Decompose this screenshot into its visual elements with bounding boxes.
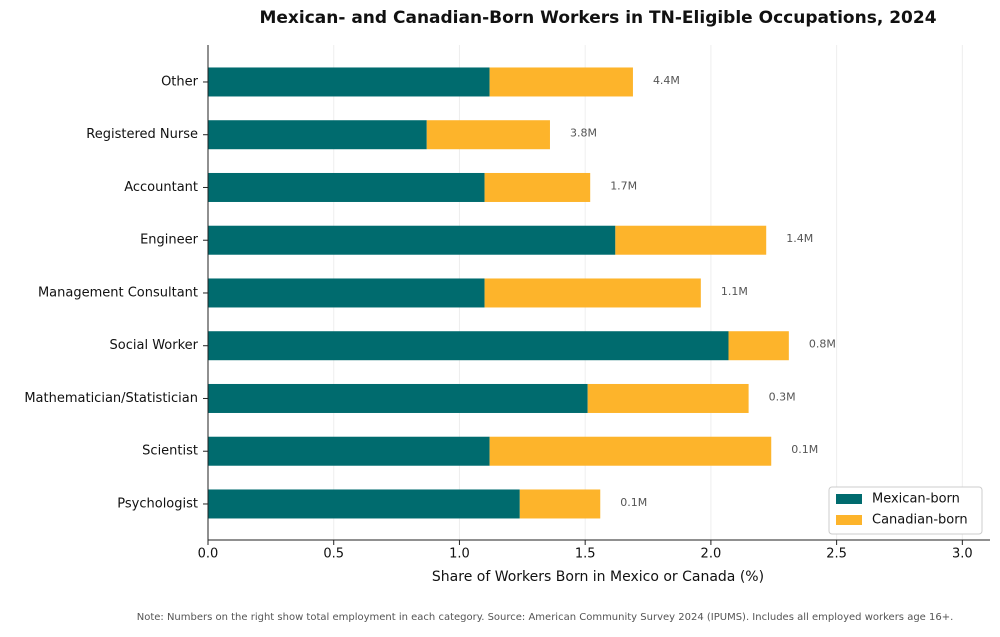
bar-segment: [208, 172, 485, 202]
bar-segment: [519, 489, 601, 519]
legend-label: Canadian-born: [872, 513, 968, 528]
legend-box: [828, 486, 983, 535]
x-tick-label: 2.5: [826, 547, 847, 562]
bar-segment: [208, 331, 729, 361]
bar-segment: [208, 436, 490, 466]
bar-segment: [208, 120, 427, 150]
y-tick-label: Psychologist: [117, 496, 198, 511]
legend-swatch: [836, 515, 862, 525]
x-tick-label: 3.0: [952, 547, 973, 562]
total-label: 0.1M: [620, 496, 647, 509]
bar-segment: [426, 120, 550, 150]
y-tick-label: Other: [161, 74, 199, 89]
bar-segment: [208, 225, 616, 255]
bar-segment: [484, 278, 701, 308]
bar-segment: [208, 67, 490, 97]
total-label: 0.1M: [791, 443, 818, 456]
x-tick-label: 1.5: [575, 547, 596, 562]
x-tick-label: 1.0: [449, 547, 470, 562]
y-tick-label: Registered Nurse: [86, 127, 198, 142]
y-tick-label: Mathematician/Statistician: [24, 391, 198, 406]
y-tick-label: Engineer: [140, 233, 199, 248]
bar-segment: [208, 278, 485, 308]
total-label: 4.4M: [653, 74, 680, 87]
y-tick-label: Management Consultant: [38, 285, 198, 300]
note: Note: Numbers on the right show total em…: [137, 612, 954, 623]
bar-segment: [208, 489, 520, 519]
y-tick-label: Accountant: [124, 180, 198, 195]
legend-swatch: [836, 494, 862, 504]
bar-segment: [489, 436, 772, 466]
y-tick-label: Scientist: [142, 444, 198, 459]
legend-label: Mexican-born: [872, 492, 960, 507]
x-tick-label: 0.5: [323, 547, 344, 562]
total-label: 0.3M: [769, 390, 796, 403]
bar-segment: [489, 67, 633, 97]
bar-segment: [587, 383, 749, 413]
total-label: 0.8M: [809, 338, 836, 351]
x-axis-label: Share of Workers Born in Mexico or Canad…: [432, 569, 764, 585]
y-tick-label: Social Worker: [110, 338, 199, 353]
total-label: 1.1M: [721, 285, 748, 298]
bar-segment: [615, 225, 767, 255]
bar-segment: [208, 383, 588, 413]
total-label: 1.4M: [786, 232, 813, 245]
bar-segment: [728, 331, 789, 361]
x-tick-label: 0.0: [198, 547, 219, 562]
x-tick-label: 2.0: [701, 547, 722, 562]
chart-title: Mexican- and Canadian-Born Workers in TN…: [259, 8, 936, 28]
bar-segment: [484, 172, 591, 202]
total-label: 3.8M: [570, 127, 597, 140]
total-label: 1.7M: [610, 179, 637, 192]
